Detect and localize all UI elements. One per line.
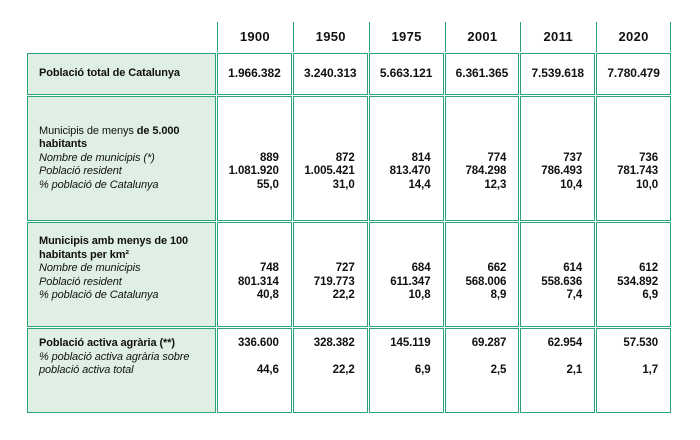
cell-value: 31,0 <box>332 178 355 191</box>
row4-values-1975: 145.119 6,9 <box>368 328 444 413</box>
cell-value: 784.298 <box>465 165 507 178</box>
row4-sublabel: població activa total <box>39 364 134 376</box>
row2-sublabel: Població resident <box>39 165 122 178</box>
year-header-1950: 1950 <box>292 22 368 52</box>
row1-value-2020: 7.780.479 <box>596 53 671 95</box>
cell-value: 612 <box>639 262 658 274</box>
row3-title-line2: habitants per km² <box>39 248 129 261</box>
year-header-1900: 1900 <box>217 22 292 52</box>
cell-value: 736 <box>639 151 658 164</box>
cell-value: 10,0 <box>636 178 658 191</box>
cell-value: 62.954 <box>547 337 583 349</box>
row2-values-2020: 736 781.743 10,0 <box>596 96 671 221</box>
table-grid: 1900 1950 1975 2001 2011 2020 Població t… <box>27 22 671 413</box>
cell-value: 10,4 <box>560 178 583 191</box>
population-table: 1900 1950 1975 2001 2011 2020 Població t… <box>27 22 671 413</box>
cell-value: 774 <box>487 151 507 164</box>
cell-value: 1,7 <box>642 364 658 376</box>
row2-sublabel: Nombre de municipis (*) <box>39 151 155 164</box>
cell-value: 22,2 <box>332 289 355 301</box>
row3-values-2020: 612 534.892 6,9 <box>596 222 671 327</box>
cell-value: 336.600 <box>237 337 279 349</box>
row4-label-cell: Població activa agrària (**) % població … <box>27 328 216 413</box>
cell-value: 889 <box>259 151 279 164</box>
cell-value: 558.636 <box>541 275 583 288</box>
row3-sublabel: Nombre de municipis <box>39 262 141 274</box>
cell-value: 44,6 <box>256 364 279 376</box>
cell-value: 22,2 <box>332 364 355 376</box>
cell-value: 801.314 <box>237 275 279 288</box>
cell-value: 614 <box>563 262 583 274</box>
row4-values-2020: 57.530 1,7 <box>596 328 671 413</box>
cell-value: 534.892 <box>617 275 658 288</box>
cell-value: 6,9 <box>642 289 658 301</box>
row2-values-2001: 774 784.298 12,3 <box>444 96 520 221</box>
cell-value: 10,8 <box>408 289 431 301</box>
cell-value: 57.530 <box>623 337 658 349</box>
corner-cell <box>27 22 216 52</box>
row3-sublabel: Població resident <box>39 275 122 288</box>
cell-value: 69.287 <box>471 337 507 349</box>
row2-sublabel: % població de Catalunya <box>39 178 159 191</box>
row4-values-2011: 62.954 2,1 <box>520 328 596 413</box>
year-header-2020: 2020 <box>596 22 671 52</box>
cell-value: 813.470 <box>389 165 431 178</box>
cell-value: 611.347 <box>390 275 431 288</box>
row2-title-line2: habitants <box>39 138 87 151</box>
cell-value: 727 <box>335 262 355 274</box>
cell-value: 786.493 <box>541 165 583 178</box>
row3-label-cell: Municipis amb menys de 100 habitants per… <box>27 222 216 327</box>
cell-value: 7,4 <box>566 289 583 301</box>
row2-values-2011: 737 786.493 10,4 <box>520 96 596 221</box>
year-header-2001: 2001 <box>444 22 520 52</box>
row3-title-line1: Municipis amb menys de 100 <box>39 235 189 247</box>
cell-value: 737 <box>563 151 583 164</box>
row3-values-2001: 662 568.006 8,9 <box>444 222 520 327</box>
row2-title-line1: Municipis de menys de 5.000 <box>39 124 180 137</box>
cell-value: 2,1 <box>566 364 583 376</box>
row3-values-2011: 614 558.636 7,4 <box>520 222 596 327</box>
cell-value: 328.382 <box>313 337 355 349</box>
cell-value: 814 <box>411 151 431 164</box>
row4-values-1900: 336.600 44,6 <box>217 328 292 413</box>
row3-values-1950: 727 719.773 22,2 <box>292 222 368 327</box>
row1-value-1950: 3.240.313 <box>292 53 368 95</box>
row1-value-1975: 5.663.121 <box>368 53 444 95</box>
cell-value: 684 <box>411 262 431 274</box>
row2-values-1900: 889 1.081.920 55,0 <box>217 96 292 221</box>
row3-values-1975: 684 611.347 10,8 <box>368 222 444 327</box>
cell-value: 40,8 <box>256 289 279 301</box>
row4-sublabel: % població activa agrària sobre <box>39 350 190 363</box>
cell-value: 719.773 <box>313 275 355 288</box>
row1-label-cell: Població total de Catalunya <box>27 53 216 95</box>
year-header-2011: 2011 <box>520 22 595 52</box>
cell-value: 872 <box>335 151 355 164</box>
row1-value-2011: 7.539.618 <box>520 53 596 95</box>
cell-value: 145.119 <box>390 337 431 349</box>
cell-value: 568.006 <box>465 275 507 288</box>
row4-title: Població activa agrària (**) <box>39 337 175 349</box>
row4-values-1950: 328.382 22,2 <box>292 328 368 413</box>
row1-label: Població total de Catalunya <box>39 67 180 80</box>
cell-value: 1.005.421 <box>304 165 355 178</box>
row3-sublabel: % població de Catalunya <box>39 289 159 301</box>
row2-label-cell: Municipis de menys de 5.000 habitants No… <box>27 96 216 221</box>
row3-values-1900: 748 801.314 40,8 <box>217 222 292 327</box>
cell-value: 6,9 <box>414 364 431 376</box>
row2-values-1975: 814 813.470 14,4 <box>368 96 444 221</box>
row2-values-1950: 872 1.005.421 31,0 <box>292 96 368 221</box>
cell-value: 2,5 <box>490 364 507 376</box>
cell-value: 1.081.920 <box>228 165 279 178</box>
cell-value: 748 <box>259 262 279 274</box>
cell-value: 55,0 <box>256 178 279 191</box>
cell-value: 662 <box>487 262 507 274</box>
row1-value-1900: 1.966.382 <box>217 53 292 95</box>
cell-value: 781.743 <box>617 165 658 178</box>
year-header-1975: 1975 <box>368 22 444 52</box>
cell-value: 8,9 <box>490 289 507 301</box>
row1-value-2001: 6.361.365 <box>444 53 520 95</box>
cell-value: 12,3 <box>484 178 507 191</box>
row4-values-2001: 69.287 2,5 <box>444 328 520 413</box>
cell-value: 14,4 <box>408 178 431 191</box>
